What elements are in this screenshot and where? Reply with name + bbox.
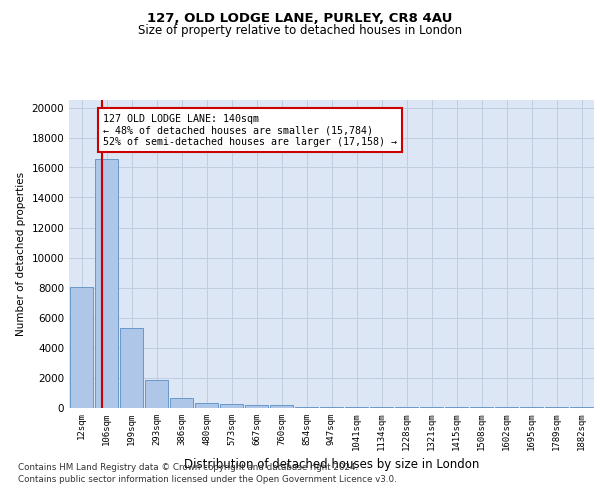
Text: Contains public sector information licensed under the Open Government Licence v3: Contains public sector information licen… (18, 475, 397, 484)
Bar (220, 404, 243, 407)
Text: 127, OLD LODGE LANE, PURLEY, CR8 4AU: 127, OLD LODGE LANE, PURLEY, CR8 4AU (148, 12, 452, 26)
Bar (295, 406, 318, 408)
X-axis label: Distribution of detached houses by size in London: Distribution of detached houses by size … (184, 458, 479, 471)
Bar (70, 287, 93, 408)
Bar (120, 328, 143, 407)
Text: 127 OLD LODGE LANE: 140sqm
← 48% of detached houses are smaller (15,784)
52% of : 127 OLD LODGE LANE: 140sqm ← 48% of deta… (103, 114, 397, 146)
Y-axis label: Number of detached properties: Number of detached properties (16, 172, 26, 336)
Bar (195, 403, 218, 407)
Bar (270, 405, 293, 407)
Bar (145, 380, 168, 407)
Text: Size of property relative to detached houses in London: Size of property relative to detached ho… (138, 24, 462, 37)
Bar (170, 398, 193, 407)
Bar (245, 405, 268, 407)
Text: Contains HM Land Registry data © Crown copyright and database right 2024.: Contains HM Land Registry data © Crown c… (18, 462, 358, 471)
Bar (95, 159, 118, 408)
